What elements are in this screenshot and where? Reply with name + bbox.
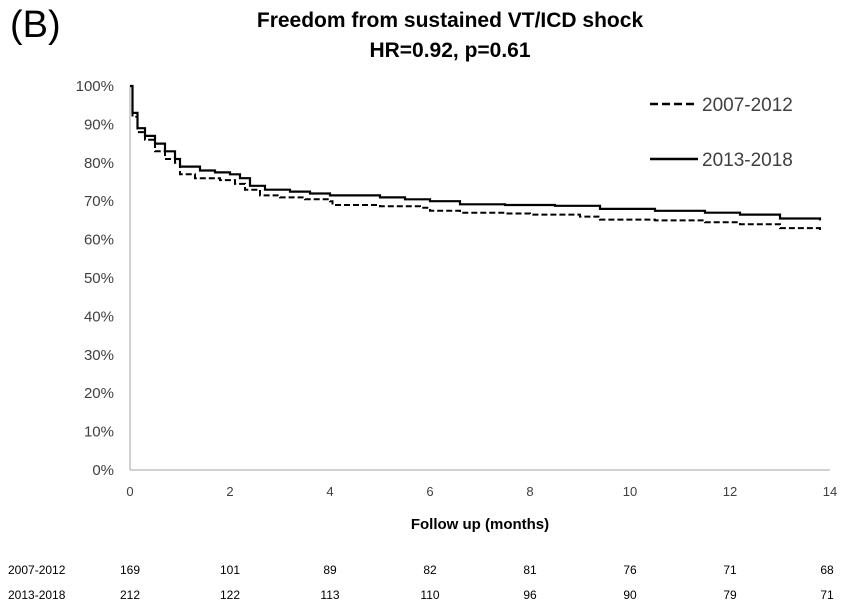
legend: 2007-2012 2013-2018	[650, 95, 793, 171]
risk-value: 89	[323, 563, 337, 577]
risk-value: 113	[320, 588, 339, 602]
x-tick-label: 12	[723, 484, 737, 499]
risk-value: 169	[120, 563, 140, 577]
risk-value: 71	[820, 588, 834, 602]
y-tick-label: 90%	[84, 116, 114, 133]
y-tick-label: 60%	[84, 232, 114, 249]
x-tick-label: 4	[326, 484, 333, 499]
chart-subtitle: HR=0.92, p=0.61	[369, 39, 531, 62]
risk-value: 76	[623, 563, 637, 577]
series-line-2007-2012	[130, 85, 821, 230]
series-layer	[130, 84, 822, 230]
chart-title-block: Freedom from sustained VT/ICD shock HR=0…	[180, 6, 720, 66]
y-tick-label: 80%	[84, 155, 114, 172]
legend-label: 2013-2018	[702, 150, 793, 171]
risk-value: 122	[220, 588, 240, 602]
y-tick-label: 0%	[92, 462, 114, 479]
risk-value: 90	[623, 588, 637, 602]
y-tick-label: 100%	[76, 78, 114, 95]
x-tick-labels: 0 2 4 6 8 10 12 14	[126, 484, 837, 499]
risk-value: 81	[523, 563, 537, 577]
x-tick-label: 10	[623, 484, 637, 499]
y-tick-label: 70%	[84, 193, 114, 210]
y-tick-label: 10%	[84, 424, 114, 441]
risk-value: 110	[420, 588, 439, 602]
risk-value: 79	[723, 588, 737, 602]
legend-label: 2007-2012	[702, 95, 793, 116]
x-tick-label: 6	[426, 484, 433, 499]
y-tick-label: 20%	[84, 385, 114, 402]
risk-value: 212	[120, 588, 140, 602]
x-tick-label: 14	[823, 484, 837, 499]
y-tick-label: 40%	[84, 308, 114, 325]
risk-row-label: 2007-2012	[8, 563, 66, 577]
y-tick-label: 30%	[84, 347, 114, 364]
risk-value: 101	[220, 563, 240, 577]
risk-value: 68	[820, 563, 834, 577]
risk-value: 71	[723, 563, 737, 577]
risk-table: 2007-2012 169 101 89 82 81 76 71 68 2013-2018 212 1…	[8, 563, 834, 602]
y-tick-labels: 0% 10% 20% 30% 40% 50% 60% 70% 80% 90% 100%	[76, 78, 114, 479]
x-tick-label: 2	[226, 484, 233, 499]
axes	[129, 86, 830, 471]
chart-title: Freedom from sustained VT/ICD shock	[256, 9, 644, 32]
risk-value: 82	[423, 563, 437, 577]
panel-label: (B)	[10, 4, 61, 46]
risk-row-label: 2013-2018	[8, 588, 66, 602]
y-tick-label: 50%	[84, 270, 114, 287]
x-axis-label: Follow up (months)	[411, 516, 549, 533]
x-tick-label: 8	[526, 484, 533, 499]
x-tick-label: 0	[126, 484, 133, 499]
risk-value: 96	[523, 588, 537, 602]
series-line-2013-2018	[130, 84, 822, 221]
